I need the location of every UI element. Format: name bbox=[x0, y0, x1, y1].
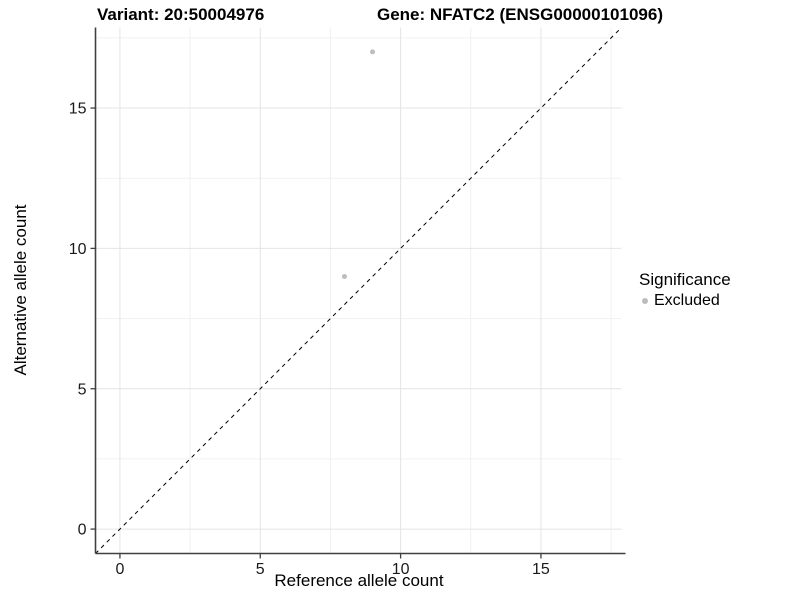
identity-line bbox=[95, 27, 622, 554]
y-tick-label: 10 bbox=[69, 241, 87, 258]
x-tick-label: 5 bbox=[256, 561, 265, 578]
data-point bbox=[370, 49, 376, 55]
y-axis-title: Alternative allele count bbox=[11, 204, 30, 376]
excluded-point-icon bbox=[642, 298, 648, 304]
x-axis-title: Reference allele count bbox=[274, 571, 444, 590]
y-tick-label: 5 bbox=[78, 381, 87, 398]
y-tick-label: 0 bbox=[78, 522, 87, 539]
x-tick-label: 0 bbox=[115, 561, 124, 578]
y-tick-label: 15 bbox=[69, 101, 87, 118]
gene-title: Gene: NFATC2 (ENSG00000101096) bbox=[377, 5, 663, 24]
x-tick-label: 15 bbox=[532, 561, 550, 578]
legend-title: Significance bbox=[639, 270, 731, 289]
x-tick-label: 10 bbox=[392, 561, 410, 578]
legend-item-label: Excluded bbox=[654, 292, 720, 309]
variant-title: Variant: 20:50004976 bbox=[97, 5, 265, 24]
data-point bbox=[341, 273, 347, 279]
legend-item-excluded: Excluded bbox=[639, 292, 731, 310]
legend: Significance Excluded bbox=[639, 270, 731, 310]
